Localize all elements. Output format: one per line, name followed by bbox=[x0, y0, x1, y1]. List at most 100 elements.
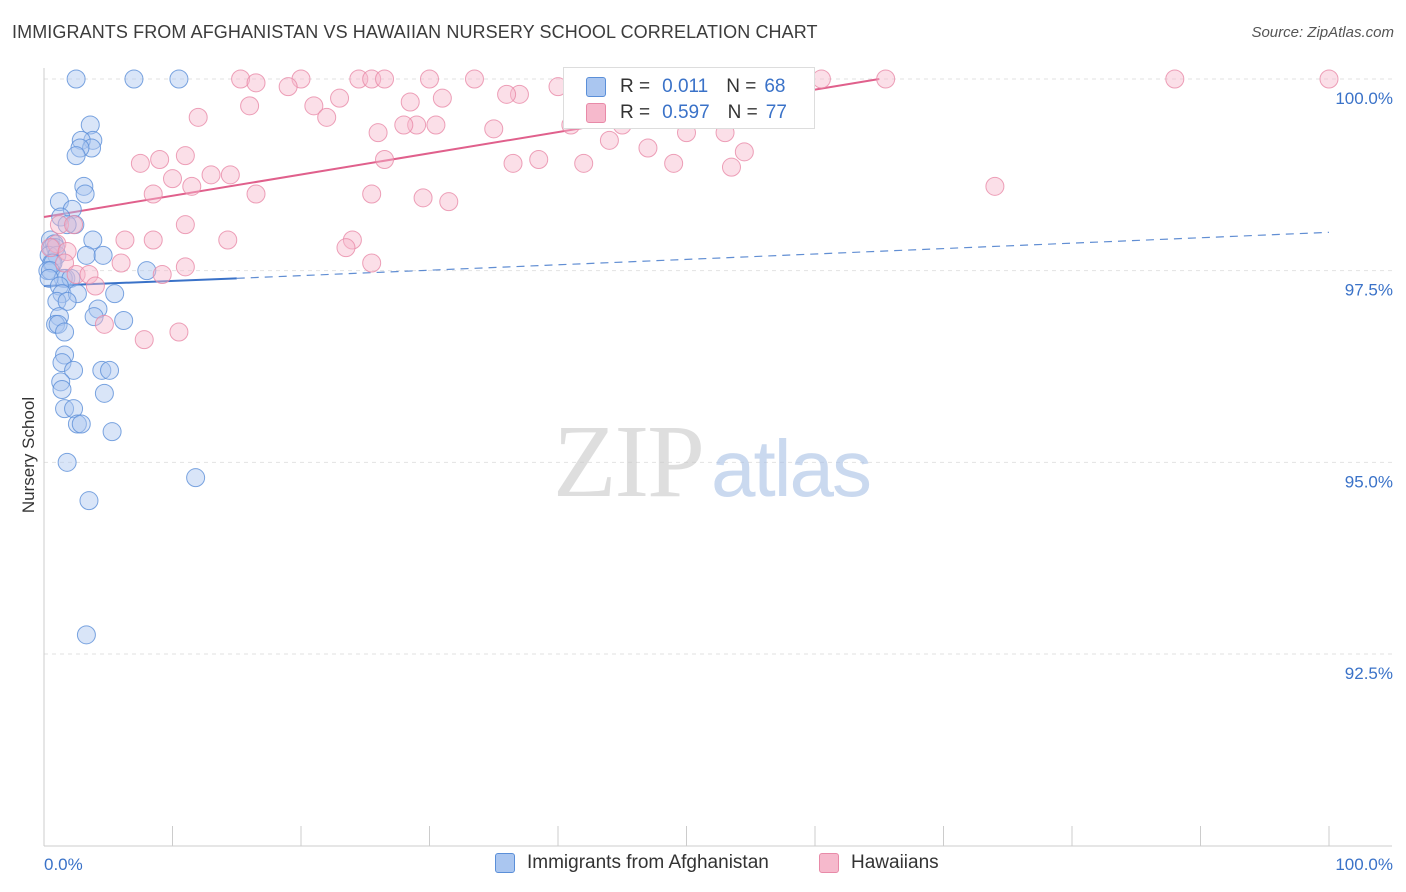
point-afghanistan bbox=[114, 311, 134, 330]
point-afghanistan bbox=[169, 69, 189, 89]
point-afghanistan bbox=[48, 314, 68, 334]
point-hawaiians bbox=[134, 330, 154, 350]
point-hawaiians bbox=[246, 184, 266, 204]
point-hawaiians bbox=[336, 238, 356, 258]
point-hawaiians bbox=[342, 230, 362, 250]
labels-layer: 92.5% 95.0% 97.5% 100.0% 0.0% 100.0% Nursery S… bbox=[19, 89, 1393, 874]
point-afghanistan bbox=[57, 452, 77, 472]
point-afghanistan bbox=[105, 284, 125, 304]
chart-title: IMMIGRANTS FROM AFGHANISTAN VS HAWAIIAN … bbox=[12, 22, 818, 42]
bottom-legend: Immigrants from Afghanistan Hawaiians bbox=[0, 852, 1406, 878]
point-afghanistan bbox=[62, 199, 82, 219]
point-afghanistan bbox=[137, 261, 157, 281]
y-tick-label: 95.0% bbox=[1345, 472, 1393, 491]
point-hawaiians bbox=[876, 69, 896, 89]
point-afghanistan bbox=[76, 245, 96, 265]
points-layer bbox=[38, 69, 1339, 645]
point-hawaiians bbox=[169, 322, 189, 342]
point-hawaiians bbox=[182, 176, 202, 196]
point-hawaiians bbox=[420, 69, 439, 89]
point-hawaiians bbox=[1165, 69, 1185, 89]
point-hawaiians bbox=[439, 192, 459, 212]
point-afghanistan bbox=[79, 491, 99, 511]
y-tick-label: 97.5% bbox=[1345, 281, 1393, 300]
point-afghanistan bbox=[47, 291, 67, 311]
point-hawaiians bbox=[304, 96, 324, 116]
point-hawaiians bbox=[143, 184, 163, 204]
point-afghanistan bbox=[51, 372, 71, 392]
point-hawaiians bbox=[400, 92, 420, 112]
point-afghanistan bbox=[75, 184, 95, 204]
point-hawaiians bbox=[721, 157, 741, 177]
point-afghanistan bbox=[80, 115, 100, 135]
point-afghanistan bbox=[39, 268, 59, 288]
point-afghanistan bbox=[94, 383, 114, 403]
point-hawaiians bbox=[362, 184, 382, 204]
point-hawaiians bbox=[432, 88, 452, 108]
point-hawaiians bbox=[57, 242, 77, 261]
point-afghanistan bbox=[82, 138, 102, 158]
point-hawaiians bbox=[529, 150, 549, 169]
point-afghanistan bbox=[55, 345, 75, 365]
point-afghanistan bbox=[52, 353, 72, 373]
point-hawaiians bbox=[40, 238, 60, 258]
point-hawaiians bbox=[152, 265, 172, 284]
stats-n-label: N = bbox=[726, 76, 757, 97]
point-hawaiians bbox=[484, 119, 504, 139]
legend-item-hawaiians[interactable]: Hawaiians bbox=[819, 852, 939, 874]
x-tick-label-max: 100.0% bbox=[1335, 855, 1393, 874]
point-afghanistan bbox=[57, 215, 77, 235]
point-hawaiians bbox=[362, 253, 382, 273]
stats-legend-box: R = 0.011 N = 68 R = 0.597 N = 77 bbox=[563, 67, 815, 129]
point-afghanistan bbox=[74, 176, 94, 196]
point-afghanistan bbox=[100, 360, 120, 380]
y-axis-label: Nursery School bbox=[19, 397, 38, 513]
point-hawaiians bbox=[368, 123, 388, 143]
legend-label-afghanistan: Immigrants from Afghanistan bbox=[527, 852, 769, 873]
point-hawaiians bbox=[55, 253, 75, 273]
point-hawaiians bbox=[175, 257, 195, 277]
point-afghanistan bbox=[66, 146, 86, 166]
y-tick-label: 100.0% bbox=[1335, 89, 1393, 108]
point-hawaiians bbox=[464, 69, 484, 89]
stats-r-label: R = bbox=[620, 102, 651, 123]
point-hawaiians bbox=[150, 150, 170, 169]
point-afghanistan bbox=[102, 422, 122, 442]
point-hawaiians bbox=[231, 69, 251, 89]
point-hawaiians bbox=[330, 88, 350, 108]
point-afghanistan bbox=[67, 284, 87, 304]
point-hawaiians bbox=[220, 165, 240, 185]
point-afghanistan bbox=[84, 307, 104, 327]
stats-row-afghanistan: R = 0.011 N = 68 bbox=[586, 74, 786, 100]
point-hawaiians bbox=[1319, 69, 1339, 89]
point-hawaiians bbox=[240, 96, 260, 116]
legend-item-afghanistan[interactable]: Immigrants from Afghanistan bbox=[495, 852, 769, 874]
stats-n-value: 77 bbox=[765, 102, 787, 123]
point-hawaiians bbox=[246, 73, 266, 93]
stats-n-value: 68 bbox=[764, 76, 786, 97]
point-hawaiians bbox=[638, 138, 658, 158]
point-hawaiians bbox=[394, 115, 414, 135]
point-afghanistan bbox=[52, 380, 72, 399]
point-hawaiians bbox=[985, 176, 1005, 196]
point-hawaiians bbox=[503, 153, 523, 173]
point-afghanistan bbox=[57, 291, 77, 311]
point-hawaiians bbox=[64, 215, 84, 235]
point-hawaiians bbox=[426, 115, 446, 135]
point-afghanistan bbox=[186, 468, 206, 488]
point-hawaiians bbox=[175, 146, 195, 166]
point-hawaiians bbox=[599, 130, 619, 150]
stats-r-label: R = bbox=[620, 76, 651, 97]
point-hawaiians bbox=[201, 165, 221, 185]
point-hawaiians bbox=[94, 314, 114, 334]
x-tick-label-min: 0.0% bbox=[44, 855, 83, 874]
point-hawaiians bbox=[143, 230, 163, 250]
point-hawaiians bbox=[574, 153, 594, 173]
point-hawaiians bbox=[79, 265, 99, 284]
point-hawaiians bbox=[375, 150, 395, 169]
point-hawaiians bbox=[811, 69, 831, 89]
point-afghanistan bbox=[55, 322, 75, 342]
point-hawaiians bbox=[497, 84, 517, 104]
trend-line-afghanistan-extended bbox=[236, 231, 1330, 279]
point-hawaiians bbox=[163, 169, 182, 189]
